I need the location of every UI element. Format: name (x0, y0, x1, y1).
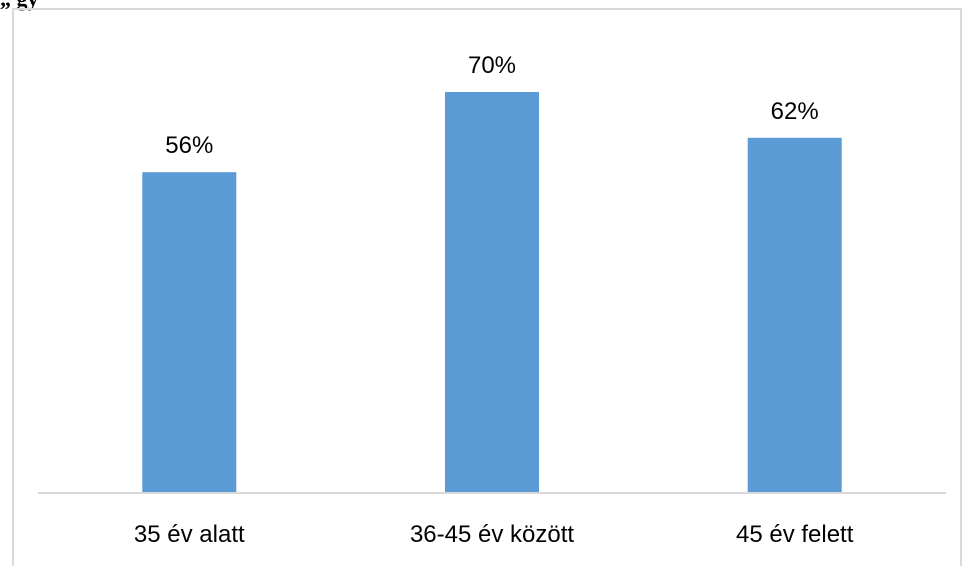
cut-off-heading-text: „ gy (0, 0, 39, 10)
labels-layer: 56% 70% 62% (165, 52, 818, 159)
x-tick-label-2: 36-45 év között (410, 521, 574, 548)
x-tick-label-3: 45 év felett (736, 521, 854, 548)
tick-labels-layer: 35 év alatt 36-45 év között 45 év felett (134, 521, 854, 548)
x-tick-label-1: 35 év alatt (134, 521, 245, 548)
bar-1 (142, 172, 237, 493)
data-label-1: 56% (165, 132, 213, 159)
chart-frame (12, 8, 962, 566)
bars-layer (142, 92, 842, 494)
bar-3 (747, 137, 842, 494)
bar-2 (445, 92, 539, 493)
data-label-2: 70% (468, 52, 516, 79)
data-label-3: 62% (771, 98, 819, 125)
